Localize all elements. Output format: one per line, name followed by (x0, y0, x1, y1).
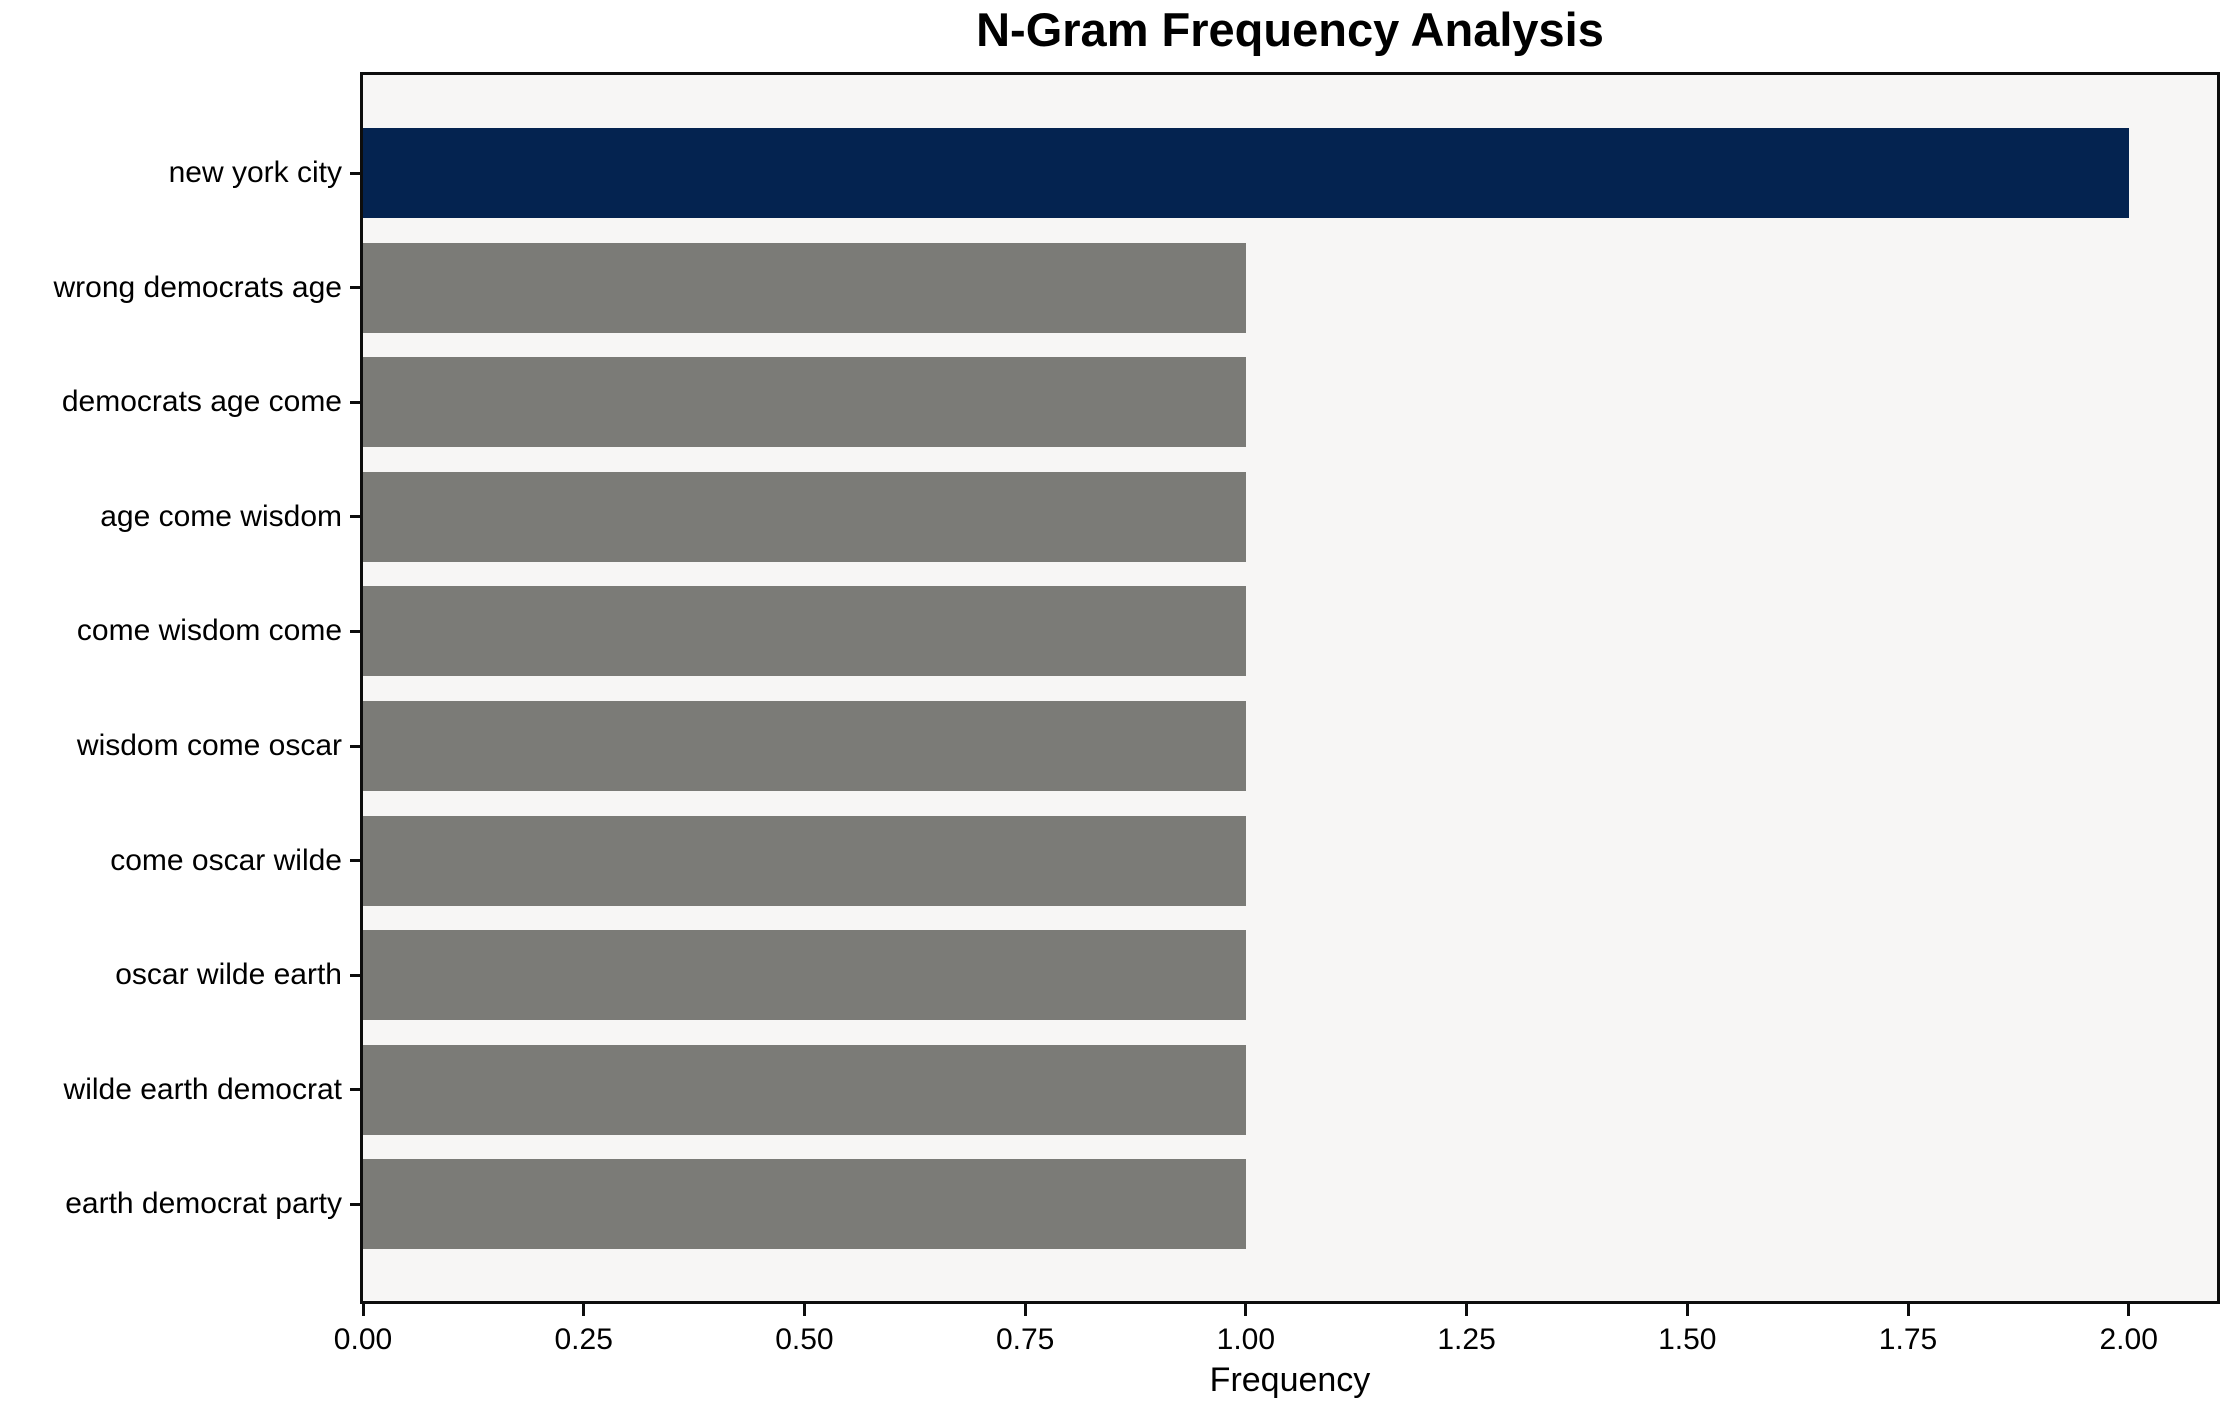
y-tick-label: age come wisdom (100, 499, 342, 533)
bar-come-oscar-wilde (363, 815, 1246, 906)
x-axis-title: Frequency (1209, 1361, 1371, 1399)
bar-come-wisdom-come (363, 586, 1246, 677)
x-tick-mark (1906, 1304, 1910, 1316)
bar-earth-democrat-party (363, 1159, 1246, 1250)
x-tick-mark (1244, 1304, 1248, 1316)
x-tick-label: 0.25 (554, 1323, 613, 1356)
y-tick-mark (350, 744, 360, 748)
bar-democrats-age-come (363, 357, 1246, 448)
y-tick-mark (350, 859, 360, 863)
x-tick-label: 1.25 (1437, 1323, 1496, 1356)
y-tick-label: new york city (168, 156, 342, 189)
bar-age-come-wisdom (363, 471, 1246, 562)
y-tick-label: wrong democrats age (53, 270, 343, 304)
x-tick-mark (2127, 1304, 2131, 1316)
x-tick-mark (361, 1304, 365, 1316)
y-tick-mark (350, 515, 360, 519)
y-tick-label: oscar wilde earth (115, 958, 342, 992)
x-tick-label: 0.75 (995, 1323, 1055, 1356)
bar-wilde-earth-democrat (363, 1044, 1246, 1135)
x-tick-mark (582, 1304, 586, 1316)
bar-wrong-democrats-age (363, 242, 1246, 333)
y-tick-mark (350, 1202, 360, 1206)
x-tick-mark (1465, 1304, 1469, 1316)
chart-title: N-Gram Frequency Analysis (976, 3, 1604, 56)
y-tick-mark (350, 1088, 360, 1092)
y-tick-label: come wisdom come (76, 614, 342, 648)
x-tick-label: 1.75 (1878, 1323, 1938, 1356)
y-tick-label: wisdom come oscar (76, 729, 342, 762)
y-tick-label: democrats age come (61, 385, 342, 419)
bar-oscar-wilde-earth (363, 930, 1246, 1021)
y-tick-mark (350, 400, 360, 404)
x-tick-label: 1.00 (1216, 1323, 1276, 1356)
x-tick-mark (1023, 1304, 1027, 1316)
x-tick-label: 0.00 (333, 1323, 393, 1356)
y-tick-mark (350, 973, 360, 977)
y-tick-label: earth democrat party (65, 1187, 342, 1221)
x-tick-mark (802, 1304, 806, 1316)
x-tick-label: 2.00 (2099, 1323, 2158, 1356)
y-tick-label: come oscar wilde (110, 843, 342, 877)
bar-wisdom-come-oscar (363, 701, 1246, 791)
x-tick-mark (1685, 1304, 1689, 1316)
y-tick-mark (350, 286, 360, 290)
x-tick-label: 1.50 (1658, 1323, 1717, 1356)
x-tick-label: 0.50 (775, 1323, 834, 1356)
y-tick-mark (350, 171, 360, 175)
bar-new-york-city (363, 128, 2129, 218)
y-tick-mark (350, 629, 360, 633)
plot-area (360, 72, 2220, 1304)
y-tick-label: wilde earth democrat (63, 1072, 342, 1106)
